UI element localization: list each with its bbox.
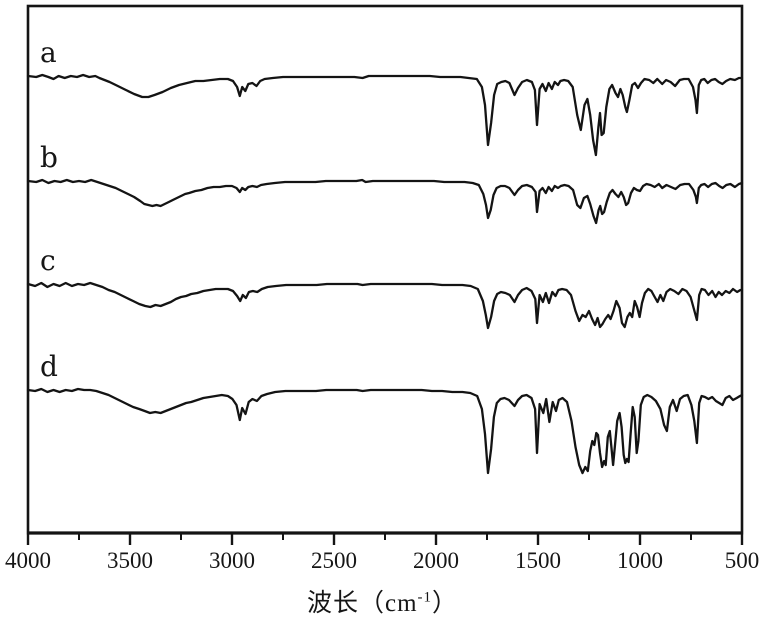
x-tick-label: 1500 — [515, 548, 561, 573]
x-tick-label: 500 — [725, 548, 760, 573]
x-axis-title-suffix: ） — [432, 590, 459, 617]
trace-label-c: c — [40, 244, 56, 277]
trace-label-a: a — [40, 36, 57, 69]
x-axis-title-prefix: 波长（cm — [306, 590, 418, 617]
x-tick-label: 3500 — [107, 548, 153, 573]
x-tick-label: 2500 — [311, 548, 357, 573]
spectrum-trace-a — [26, 73, 744, 157]
x-tick-label: 4000 — [5, 548, 51, 573]
x-tick-label: 3000 — [209, 548, 255, 573]
spectrum-trace-b — [26, 178, 744, 225]
x-tick-label: 2000 — [413, 548, 459, 573]
trace-label-b: b — [40, 141, 58, 174]
spectrum-trace-c — [26, 281, 744, 330]
x-tick-label: 1000 — [617, 548, 663, 573]
x-axis-title-superscript: -1 — [417, 589, 433, 606]
x-axis-title: 波长（cm-1） — [0, 583, 765, 619]
spectrum-trace-d — [26, 387, 744, 475]
trace-label-d: d — [40, 350, 58, 383]
